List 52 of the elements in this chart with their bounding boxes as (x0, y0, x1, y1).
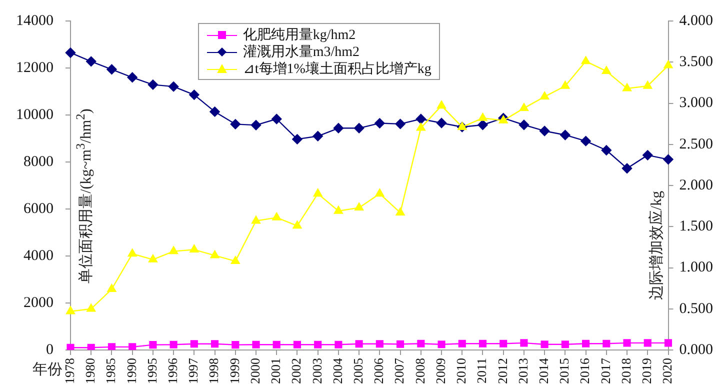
x-tick-label: 2003 (309, 358, 324, 384)
y-tick-label: 4000 (24, 248, 54, 264)
x-tick-label: 2015 (556, 358, 572, 384)
x-tick-label: 2010 (454, 358, 469, 384)
x-tick-label: 1978 (62, 358, 77, 384)
x-tick-label: 2019 (639, 358, 654, 384)
y2-tick-label: 3.500 (679, 54, 713, 70)
y2-tick-label: 4.000 (679, 12, 713, 29)
y2-tick-label: 2.000 (679, 177, 713, 194)
legend-label: 化肥纯用量kg/hm2 (242, 26, 356, 44)
x-tick-label: 2000 (247, 358, 262, 384)
y2-tick-label: 2.500 (679, 136, 713, 152)
y-tick-label: 8000 (24, 154, 54, 170)
x-tick-label: 1997 (186, 358, 201, 384)
x-tick-label: 2012 (494, 358, 510, 384)
y-tick-label: 0 (46, 342, 54, 358)
y-tick-label: 12000 (16, 60, 54, 76)
x-axis-title: 年份 (32, 361, 62, 379)
y2-tick-label: 1.000 (679, 260, 713, 276)
y2-axis-title: 边际增加效应/kg (647, 190, 666, 300)
x-tick-label: 2006 (371, 358, 386, 384)
y2-tick-label: 0.500 (679, 300, 713, 317)
x-tick-label: 2016 (577, 358, 592, 384)
legend-label: ⊿t每增1%壤土面积占比增产kg (242, 60, 432, 78)
y-tick-label: 14000 (16, 12, 54, 29)
x-tick-label: 1998 (206, 358, 222, 384)
y-tick-label: 10000 (16, 106, 54, 123)
legend-label: 灌溉用水量m3/hm2 (242, 44, 360, 60)
x-tick-label: 1995 (144, 358, 160, 384)
x-tick-label: 2017 (598, 358, 613, 384)
x-tick-label: 1985 (103, 358, 118, 384)
x-tick-label: 2011 (474, 358, 490, 384)
x-tick-label: 2018 (618, 358, 634, 384)
y-tick-label: 2000 (24, 294, 54, 311)
y-tick-label: 6000 (24, 200, 54, 217)
x-tick-label: 2009 (432, 358, 448, 384)
x-tick-label: 2005 (350, 358, 366, 384)
x-tick-label: 2001 (268, 358, 284, 384)
y2-tick-label: 1.500 (679, 218, 713, 235)
x-tick-label: 2002 (288, 358, 304, 384)
x-tick-label: 2004 (330, 358, 345, 384)
x-tick-label: 2020 (660, 358, 675, 384)
x-tick-label: 1999 (226, 358, 242, 384)
x-tick-label: 1980 (82, 358, 98, 384)
x-tick-label: 2008 (412, 358, 428, 384)
x-tick-label: 2014 (536, 358, 551, 384)
x-tick-label: 1996 (164, 358, 180, 384)
x-tick-label: 2007 (392, 358, 407, 384)
y2-tick-label: 3.000 (679, 95, 713, 112)
y2-tick-label: 0.000 (679, 342, 713, 358)
x-tick-label: 1990 (124, 358, 139, 384)
x-tick-label: 2013 (515, 358, 530, 384)
